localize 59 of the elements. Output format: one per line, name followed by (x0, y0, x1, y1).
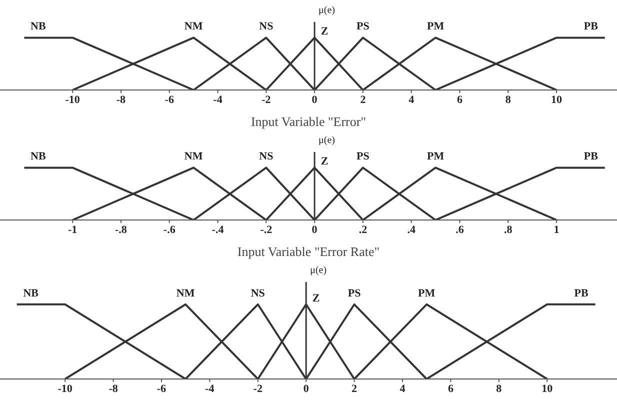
x-axis-title: Input Variable "Error Rate" (237, 244, 380, 259)
x-tick-label: -.2 (260, 224, 273, 236)
x-tick-label: 8 (496, 382, 502, 395)
x-tick-label: 2 (352, 382, 358, 395)
x-tick-label: 10 (542, 382, 554, 395)
x-tick-label: -10 (65, 94, 80, 106)
x-tick-label: -6 (156, 382, 167, 395)
x-tick-label: -2 (262, 94, 272, 106)
series-label: NM (184, 150, 204, 163)
x-tick-label: .2 (358, 224, 368, 236)
series-label: PB (574, 287, 589, 300)
series-label: PM (426, 20, 445, 33)
series-label: PS (356, 150, 370, 163)
series-label: NB (30, 150, 46, 163)
x-tick-label: 4 (408, 94, 415, 106)
x-tick-label: .8 (504, 224, 513, 236)
series-label: PB (584, 150, 599, 163)
x-tick-label: 8 (505, 94, 512, 106)
x-tick-label: -6 (164, 94, 174, 106)
x-tick-label: -10 (58, 382, 73, 395)
x-tick-label: -.4 (212, 224, 224, 236)
series-label: Z (312, 292, 320, 304)
series-label: NS (250, 287, 265, 300)
ref-line-label: μ(e) (318, 5, 336, 16)
series-label: NB (30, 20, 46, 33)
x-tick-label: -4 (213, 94, 223, 106)
x-tick-label: -8 (108, 382, 118, 395)
series-label: NM (184, 20, 204, 33)
series-label: NM (176, 287, 196, 300)
series-label: Z (320, 26, 328, 38)
series-label: NS (259, 150, 274, 163)
series-label: NS (259, 20, 274, 33)
series-label: PM (418, 287, 436, 300)
x-tick-label: -.8 (115, 224, 128, 236)
ref-line-label: μ(e) (318, 135, 336, 146)
x-tick-label: 0 (312, 94, 318, 106)
x-tick-label: 6 (456, 94, 463, 106)
x-tick-label: -2 (253, 382, 263, 395)
x-tick-label: -.6 (163, 224, 176, 236)
x-tick-label: .4 (407, 224, 416, 236)
x-tick-label: .6 (456, 224, 464, 236)
series-label: Z (320, 156, 328, 168)
x-tick-label: 0 (312, 224, 318, 236)
x-tick-label: 6 (448, 382, 454, 395)
x-tick-label: -8 (116, 94, 126, 106)
x-axis-title: Input Variable "Error" (250, 114, 366, 129)
series-label: NB (23, 287, 40, 300)
series-label: PS (356, 20, 370, 33)
x-tick-label: 2 (360, 94, 366, 106)
series-label: PS (348, 287, 361, 300)
series-label: PB (584, 20, 599, 33)
x-tick-label: -4 (205, 382, 215, 395)
x-tick-label: -1 (68, 224, 78, 236)
x-tick-label: 1 (554, 224, 560, 236)
x-tick-label: 0 (303, 382, 310, 395)
x-tick-label: 10 (551, 94, 563, 106)
x-tick-label: 4 (400, 382, 406, 395)
ref-line-label: μ(e) (310, 265, 327, 276)
series-label: PM (426, 150, 445, 163)
